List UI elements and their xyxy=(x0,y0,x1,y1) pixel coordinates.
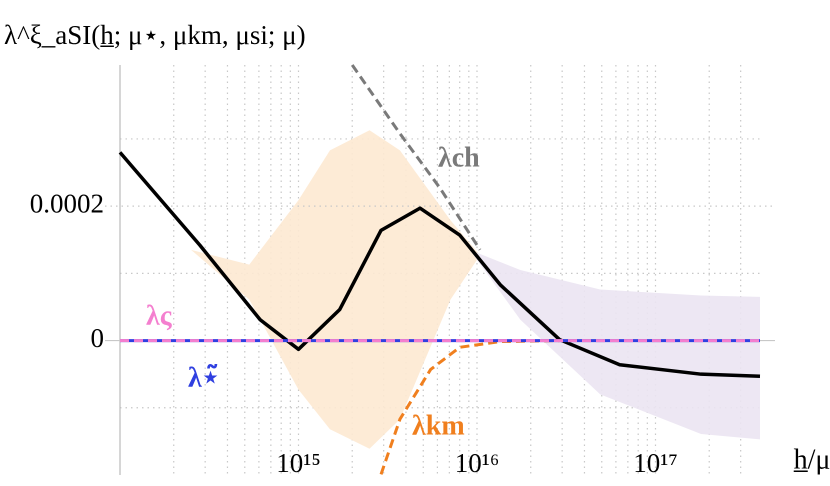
band xyxy=(191,130,481,449)
x-tick-label: 10¹⁷ xyxy=(633,448,678,478)
series-label: λch xyxy=(438,142,480,173)
x-tick-label: 10¹⁶ xyxy=(455,448,500,478)
series-label: λς xyxy=(146,300,173,331)
series-line xyxy=(118,151,761,378)
x-tick-label: 10¹⁵ xyxy=(276,448,321,478)
y-tick-label: 0 xyxy=(91,323,105,353)
chart-title: λ^ξ_aSI(h̲; μ⋆, μkm, μsi; μ) xyxy=(4,20,306,50)
series-line xyxy=(351,64,482,251)
series-label: λkm xyxy=(412,410,465,441)
series-label: λ⋆̃ xyxy=(188,362,219,393)
x-axis-label: h̲/μ xyxy=(793,444,830,475)
y-tick-label: 0.0002 xyxy=(30,188,104,218)
band xyxy=(469,249,760,440)
